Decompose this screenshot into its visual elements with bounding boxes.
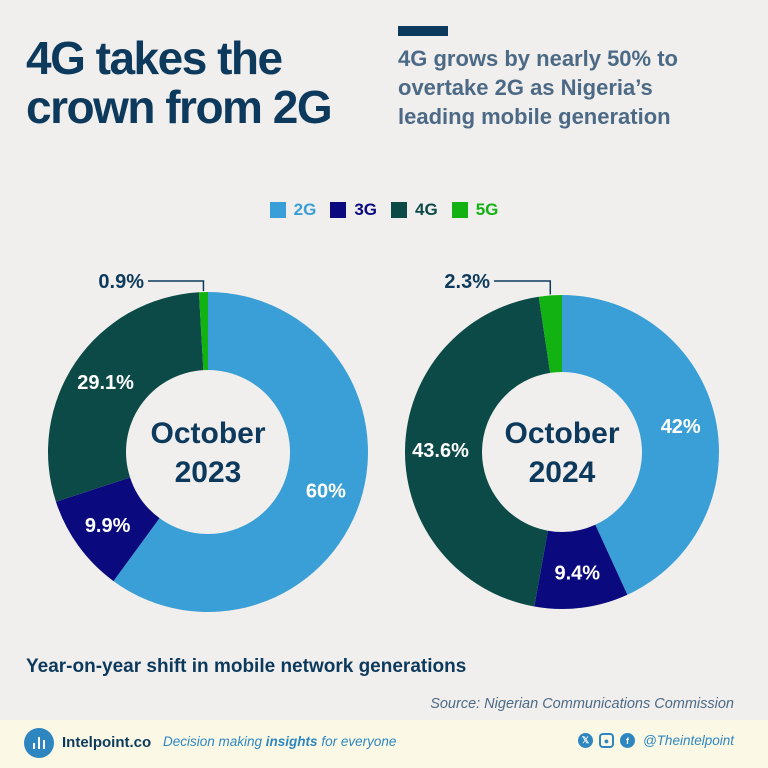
tagline-part-1: Decision making <box>163 734 266 749</box>
instagram-icon[interactable]: ● <box>598 733 614 748</box>
tagline-part-2: for everyone <box>317 734 397 749</box>
brand-link[interactable]: Intelpoint.co <box>62 734 152 751</box>
leader-line <box>494 280 552 295</box>
slice-2g <box>562 295 719 595</box>
data-label-3g: 9.9% <box>85 515 131 537</box>
x-icon[interactable]: 𝕏 <box>577 733 593 748</box>
center-label: October <box>150 417 265 450</box>
footer-bar: Intelpoint.co Decision making insights f… <box>0 720 768 768</box>
tagline-bold: insights <box>265 734 318 749</box>
legend-label: 3G <box>354 200 377 219</box>
page-title: 4G takes the crown from 2G <box>26 34 376 132</box>
legend-item-3g: 3G <box>330 200 377 220</box>
slice-3g <box>55 477 160 582</box>
legend-swatch <box>451 202 468 218</box>
legend-label: 5G <box>475 200 499 219</box>
slice-4g <box>405 296 551 607</box>
donut-hole <box>482 372 642 532</box>
chart-legend: 2G 3G 4G 5G <box>0 200 768 220</box>
subtitle-line-2: overtake 2G as Nigeria’s <box>398 75 653 100</box>
data-label-5g: 2.3% <box>444 271 490 293</box>
slice-4g <box>47 292 204 502</box>
slice-3g <box>534 524 628 609</box>
slice-5g <box>538 295 562 373</box>
slice-5g <box>198 292 208 371</box>
intelpoint-logo-icon[interactable] <box>24 728 54 758</box>
legend-label: 2G <box>293 200 317 219</box>
accent-bar <box>398 26 448 36</box>
data-label-3g: 9.4% <box>554 563 600 585</box>
legend-item-4g: 4G <box>391 200 438 220</box>
center-label: October <box>504 417 619 450</box>
facebook-icon[interactable]: f <box>619 733 635 748</box>
legend-item-5g: 5G <box>451 200 499 220</box>
subtitle-line-1: 4G grows by nearly 50% to <box>398 46 678 71</box>
subtitle-line-3: leading mobile generation <box>398 104 671 129</box>
slice-2g <box>113 292 368 612</box>
data-label-2g: 60% <box>306 481 346 503</box>
legend-swatch <box>269 202 286 218</box>
data-label-2g: 42% <box>661 416 701 438</box>
data-label-4g: 29.1% <box>77 372 134 394</box>
page-subtitle: 4G grows by nearly 50% to overtake 2G as… <box>398 44 758 131</box>
social-handle[interactable]: @Theintelpoint <box>642 733 734 748</box>
data-label-4g: 43.6% <box>412 440 469 462</box>
title-line-1: 4G takes the <box>26 32 283 84</box>
chart-caption: Year-on-year shift in mobile network gen… <box>26 656 467 677</box>
source-note: Source: Nigerian Communications Commissi… <box>430 696 734 712</box>
legend-swatch <box>391 202 407 218</box>
legend-item-2g: 2G <box>269 200 317 220</box>
social-links: 𝕏 ● f @Theintelpoint <box>577 733 734 748</box>
tagline: Decision making insights for everyone <box>163 734 396 749</box>
title-line-2: crown from 2G <box>26 81 333 133</box>
center-label: 2024 <box>529 456 596 489</box>
leader-line <box>148 280 205 292</box>
legend-label: 4G <box>415 200 438 219</box>
donut-hole <box>126 370 290 534</box>
center-label: 2023 <box>175 456 242 489</box>
data-label-5g: 0.9% <box>98 271 144 293</box>
legend-swatch <box>330 202 347 218</box>
